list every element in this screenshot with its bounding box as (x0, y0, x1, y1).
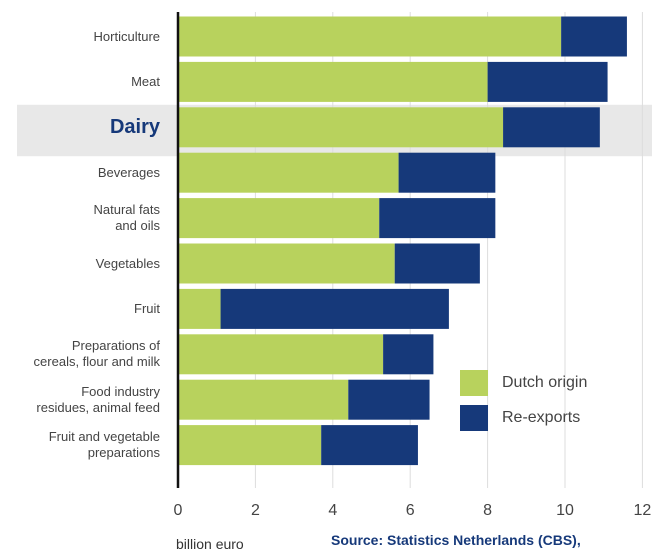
category-label: Horticulture (93, 28, 160, 44)
x-tick-label: 10 (556, 502, 574, 519)
bar-dutch-origin (178, 198, 380, 239)
bar-re-exports (220, 288, 449, 329)
legend-swatch-dutch-origin (460, 370, 488, 396)
category-label: Meat (131, 73, 160, 89)
category-label: Fruit (134, 300, 160, 316)
bar-re-exports (348, 379, 430, 420)
legend-label-re-exports: Re-exports (502, 409, 581, 426)
bar-dutch-origin (178, 425, 322, 466)
bar-re-exports (321, 425, 418, 466)
category-label: Dairy (109, 116, 160, 139)
category-label: Fruit and vegetable preparations (48, 429, 160, 461)
x-tick-label: 12 (634, 502, 652, 519)
bar-re-exports (383, 334, 434, 375)
bar-dutch-origin (178, 16, 562, 57)
bar-dutch-origin (178, 107, 504, 148)
bar-dutch-origin (178, 243, 395, 284)
category-label: Food industry residues, animal feed (36, 383, 160, 415)
legend-swatch-re-exports (460, 405, 488, 431)
category-label: Natural fats and oils (93, 202, 160, 234)
source-note: Source: Statistics Netherlands (CBS), (331, 532, 581, 548)
bar-re-exports (487, 61, 608, 102)
bar-re-exports (561, 16, 627, 57)
bar-re-exports (398, 152, 496, 193)
bar-dutch-origin (178, 288, 221, 329)
bar-re-exports (503, 107, 600, 148)
legend-label-dutch-origin: Dutch origin (502, 374, 588, 391)
x-tick-label: 4 (328, 502, 337, 519)
bar-re-exports (394, 243, 480, 284)
bar-dutch-origin (178, 152, 399, 193)
category-label: Beverages (97, 164, 160, 180)
x-tick-label: 0 (174, 502, 183, 519)
bar-re-exports (379, 198, 496, 239)
x-tick-label: 2 (251, 502, 260, 519)
x-axis-unit-label: billion euro (176, 536, 244, 552)
bar-dutch-origin (178, 61, 488, 102)
bar-dutch-origin (178, 379, 349, 420)
category-label: Vegetables (95, 255, 160, 271)
category-label: Preparations of cereals, flour and milk (33, 338, 160, 370)
bar-dutch-origin (178, 334, 384, 375)
x-tick-label: 6 (406, 502, 415, 519)
x-tick-label: 8 (483, 502, 492, 519)
